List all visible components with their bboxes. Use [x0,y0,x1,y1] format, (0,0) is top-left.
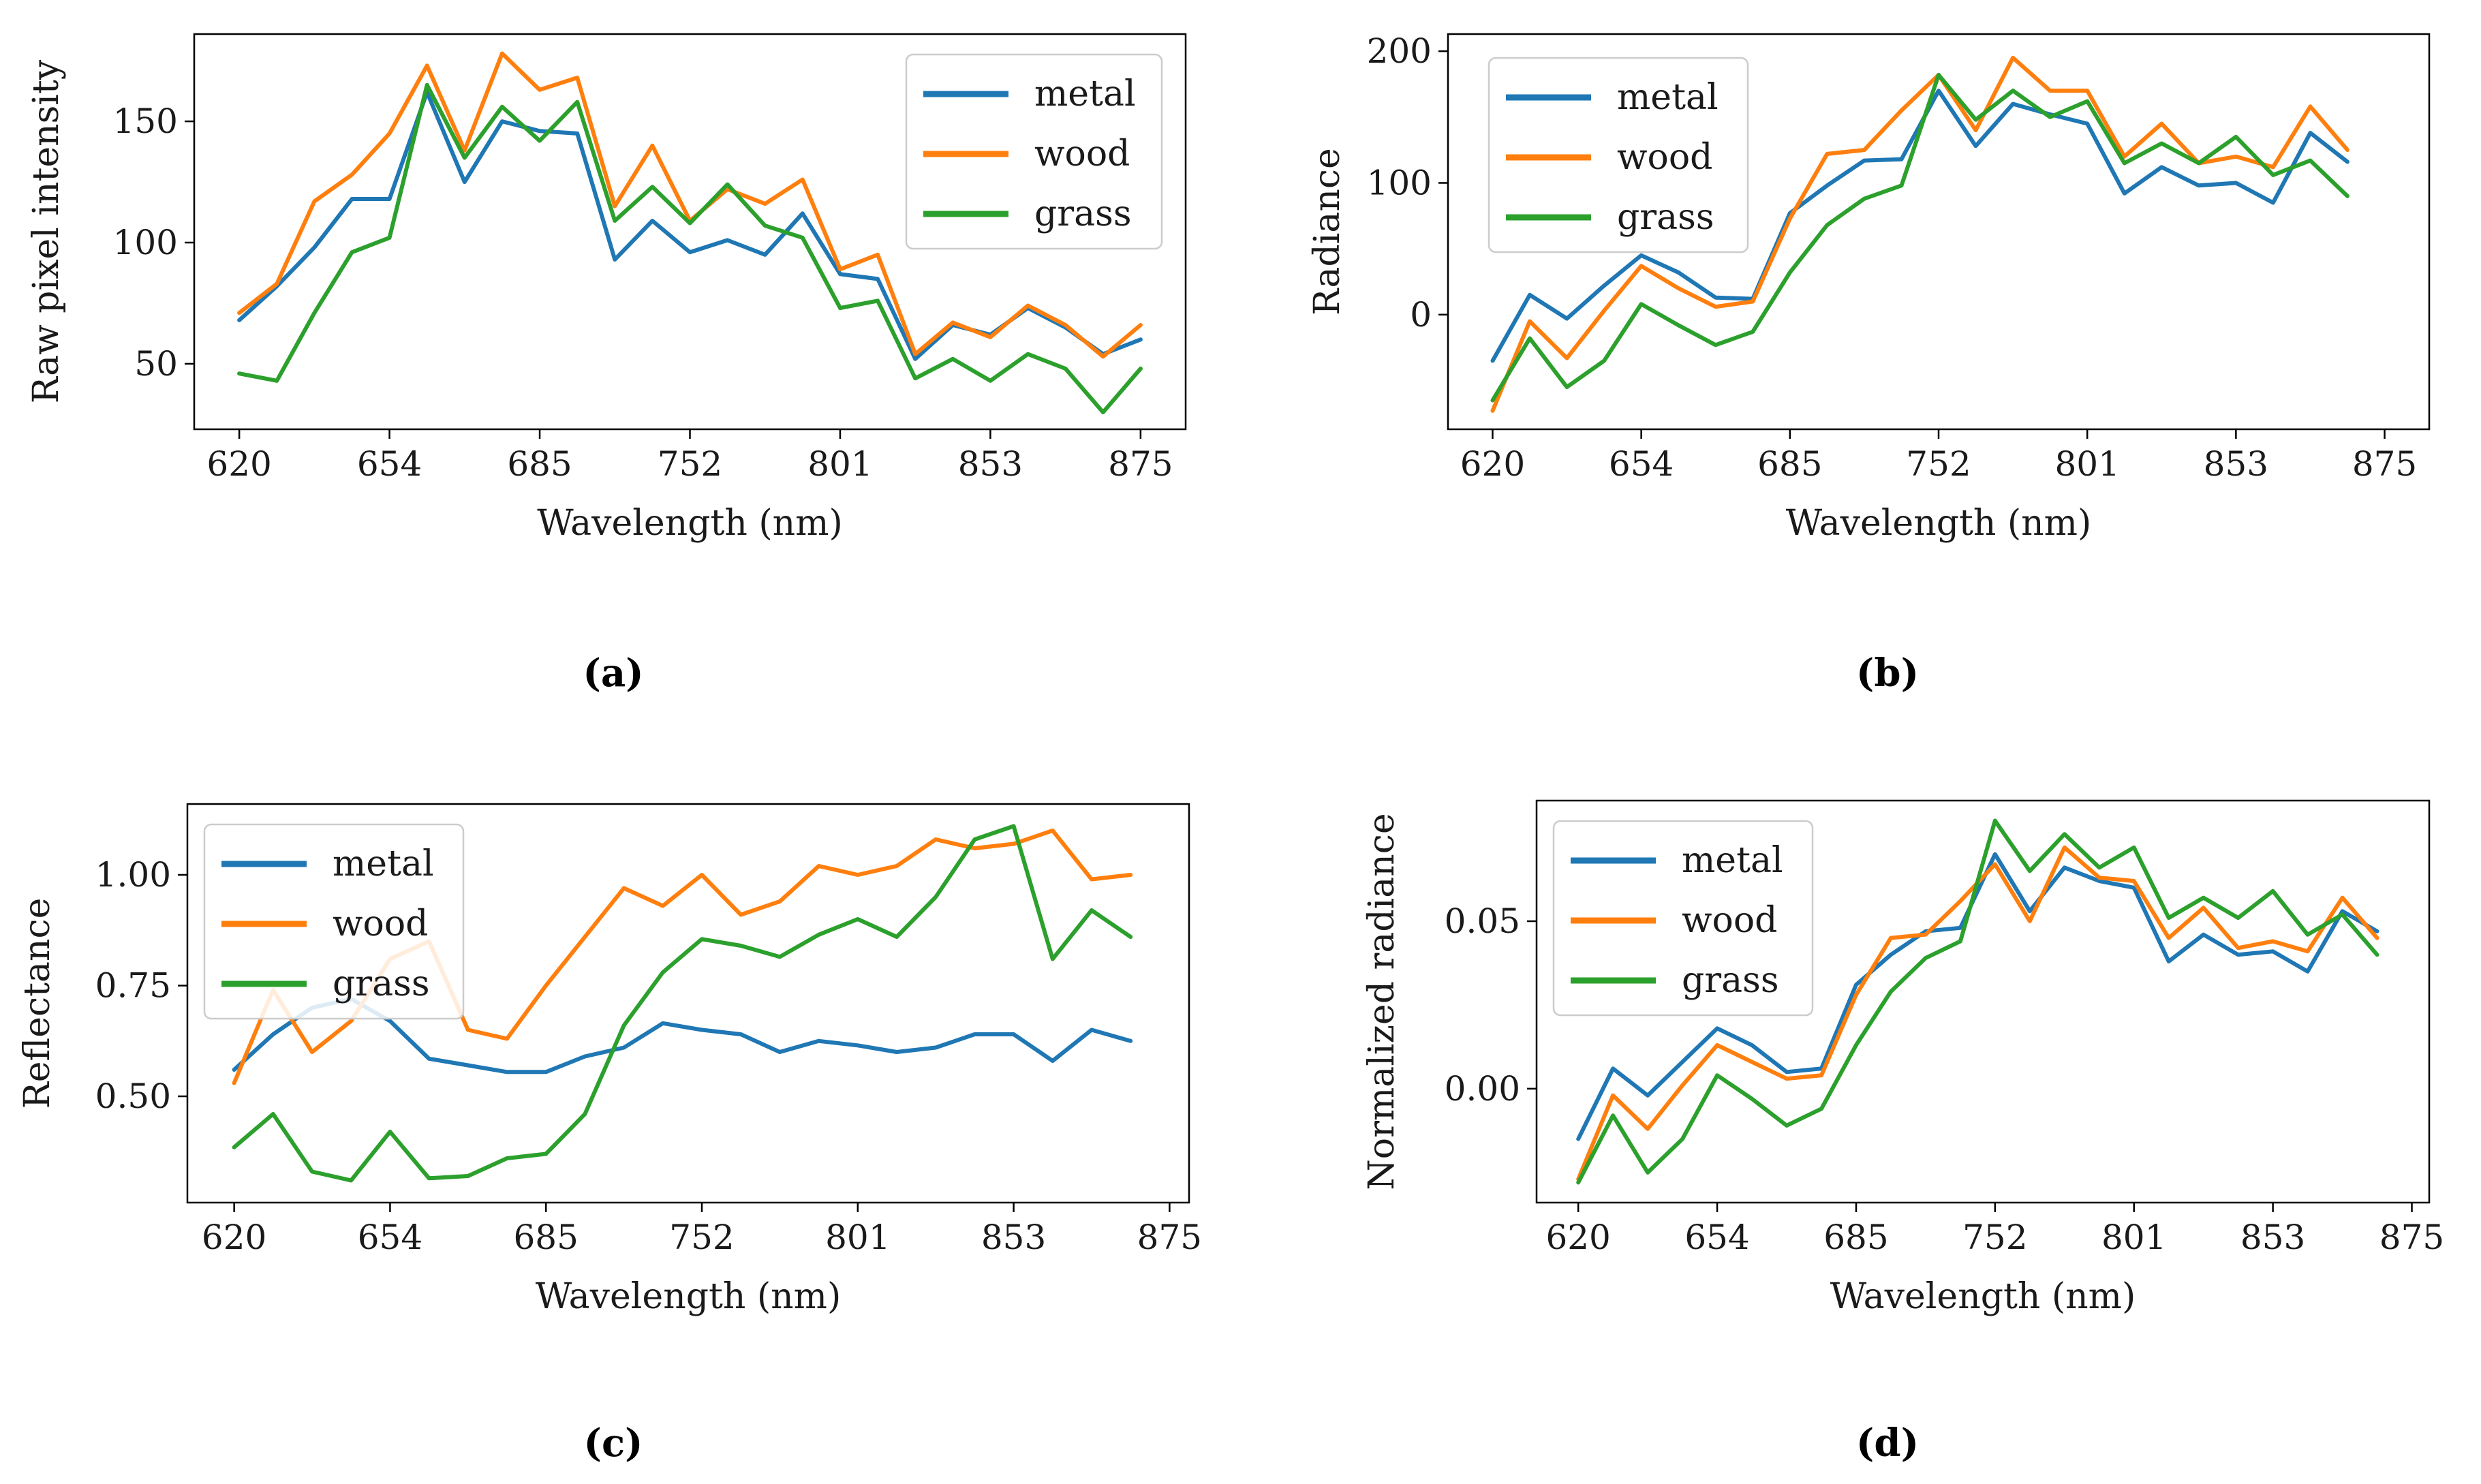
legend-label-wood: wood [1682,900,1777,941]
series-group [1490,55,2349,413]
x-tick-label: 752 [669,1218,734,1257]
series-line-grass [232,824,1133,1183]
x-tick-label: 620 [206,444,271,484]
x-tick-label: 654 [357,444,422,484]
legend-label-wood: wood [333,903,428,944]
x-tick-label: 654 [358,1218,422,1257]
x-tick-label: 685 [1823,1218,1888,1257]
legend-label-metal: metal [333,844,434,884]
y-tick-label: 150 [113,102,178,141]
x-tick-label: 801 [807,444,872,484]
x-tick-label: 853 [981,1218,1046,1257]
x-tick-label: 853 [2240,1218,2305,1257]
series-group [237,51,1143,415]
x-tick-label: 654 [1609,444,1674,484]
x-tick-label: 752 [658,444,722,484]
x-tick-label: 685 [514,1218,579,1257]
series-line-grass [1576,818,2379,1185]
axes-frame [1535,799,2431,1204]
y-tick-label: 0.50 [95,1077,171,1116]
y-axis-label: Radiance [1307,148,1348,315]
x-axis-label: Wavelength (nm) [1786,503,2092,544]
y-tick-label: 0 [1410,295,1432,335]
x-tick-label: 620 [1460,444,1525,484]
x-tick-label: 801 [2101,1218,2166,1257]
x-tick-label: 685 [1757,444,1822,484]
legend-label-grass: grass [1682,960,1779,1001]
y-tick-label: 1.00 [95,855,171,895]
y-tick-label: 0.75 [95,966,171,1006]
legend-label-grass: grass [1617,197,1714,238]
legend-label-grass: grass [1034,194,1132,234]
x-tick-label: 654 [1684,1218,1749,1257]
legend-label-metal: metal [1034,74,1136,114]
legend-label-metal: metal [1682,840,1783,881]
y-tick-label: 100 [1367,163,1432,202]
x-tick-label: 620 [202,1218,266,1257]
x-tick-label: 752 [1962,1218,2027,1257]
x-tick-label: 853 [958,444,1023,484]
x-tick-label: 875 [1108,444,1173,484]
y-tick-label: 0.00 [1445,1069,1520,1109]
legend-label-metal: metal [1617,77,1719,118]
legend-label-wood: wood [1617,137,1712,178]
x-tick-label: 620 [1545,1218,1610,1257]
x-tick-label: 752 [1906,444,1971,484]
series-line-grass [1490,72,2349,403]
x-tick-label: 685 [507,444,572,484]
x-tick-label: 875 [2379,1218,2444,1257]
y-tick-label: 200 [1367,31,1432,71]
series-line-wood [1490,55,2349,413]
y-axis-label: Reflectance [17,898,58,1109]
legend-label-wood: wood [1034,134,1130,174]
legend-label-grass: grass [333,963,430,1004]
x-tick-label: 801 [825,1218,890,1257]
y-axis-label: Normalized radiance [1361,813,1402,1190]
caption-d: (d) [1855,1421,1920,1466]
x-tick-label: 875 [1137,1218,1202,1257]
x-tick-label: 875 [2352,444,2417,484]
y-tick-label: 50 [134,344,178,384]
series-line-metal [1576,852,2379,1141]
legend-box [905,53,1163,250]
axes-frame [186,803,1190,1204]
y-tick-label: 100 [113,223,178,262]
x-tick-label: 801 [2054,444,2119,484]
x-axis-label: Wavelength (nm) [537,503,843,544]
legend-box [203,823,465,1020]
x-axis-label: Wavelength (nm) [1830,1276,2136,1317]
y-axis-label: Raw pixel intensity [26,59,67,403]
series-group [1576,818,2379,1185]
x-tick-label: 853 [2204,444,2268,484]
y-tick-label: 0.05 [1445,901,1520,941]
caption-b: (b) [1855,651,1920,696]
x-axis-label: Wavelength (nm) [536,1276,842,1317]
legend-box [1488,57,1749,253]
legend-box [1552,820,1814,1017]
series-line-grass [237,82,1143,415]
caption-a: (a) [583,651,644,696]
caption-c: (c) [583,1421,643,1466]
